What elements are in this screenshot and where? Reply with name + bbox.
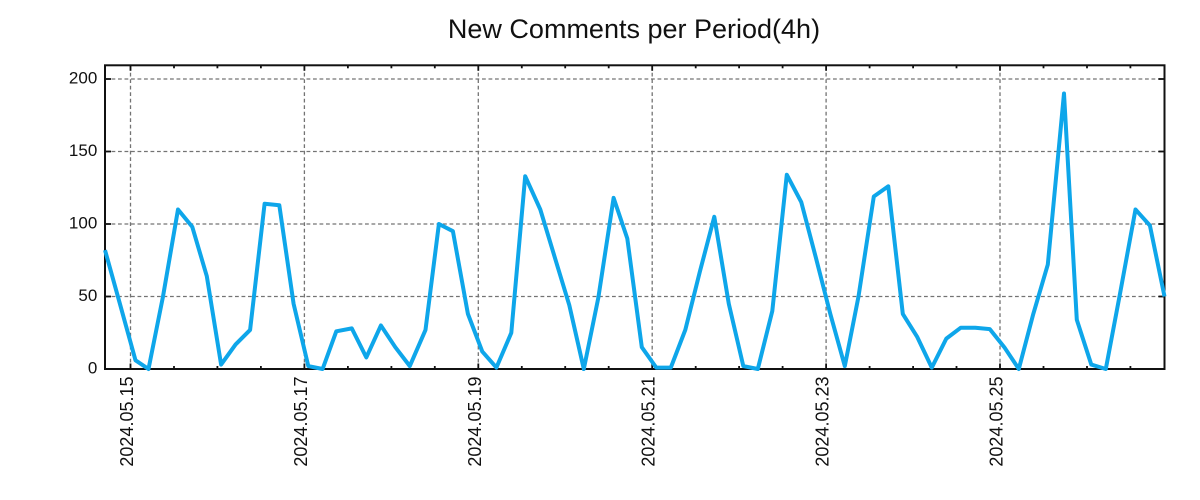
svg-text:150: 150 (69, 141, 97, 160)
svg-text:0: 0 (88, 359, 97, 378)
svg-text:200: 200 (69, 69, 97, 88)
svg-text:2024.05.25: 2024.05.25 (987, 377, 1007, 467)
svg-text:2024.05.23: 2024.05.23 (813, 377, 833, 467)
svg-text:2024.05.19: 2024.05.19 (465, 377, 485, 467)
svg-text:50: 50 (78, 286, 97, 305)
svg-text:2024.05.15: 2024.05.15 (117, 377, 137, 467)
svg-text:2024.05.21: 2024.05.21 (639, 377, 659, 467)
svg-text:New Comments per Period(4h): New Comments per Period(4h) (448, 14, 820, 44)
svg-text:2024.05.17: 2024.05.17 (291, 377, 311, 467)
svg-text:100: 100 (69, 214, 97, 233)
